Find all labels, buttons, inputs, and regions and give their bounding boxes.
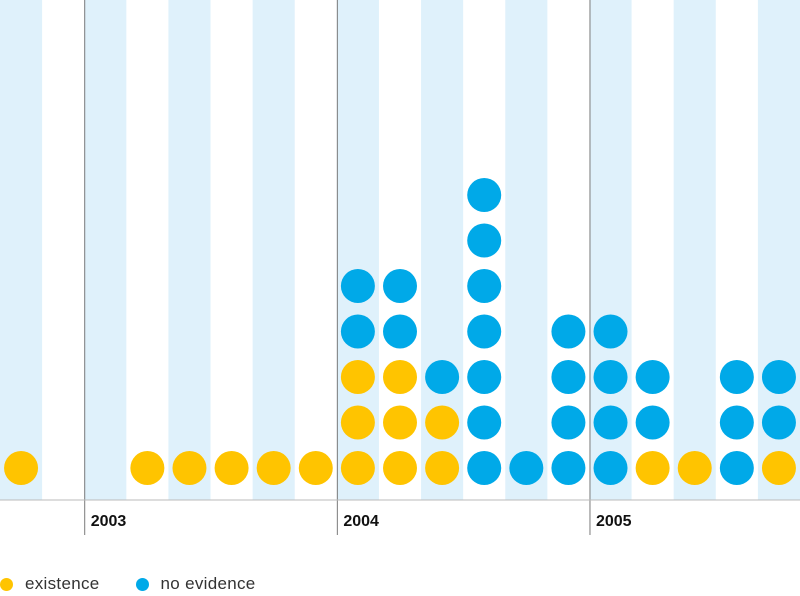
dot-no-evidence — [551, 451, 586, 485]
dot-existence — [340, 451, 375, 485]
dot-no-evidence — [593, 314, 628, 349]
year-label-2003: 2003 — [91, 513, 127, 530]
legend-item-existence: existence — [0, 574, 100, 594]
dot-no-evidence — [340, 269, 375, 303]
dot-existence — [340, 405, 375, 440]
dot-no-evidence — [551, 314, 586, 349]
column-stripe — [505, 0, 548, 500]
dot-existence — [635, 451, 670, 485]
year-label-2005: 2005 — [596, 513, 632, 530]
dot-existence — [761, 451, 796, 485]
legend-label-existence: existence — [25, 574, 100, 593]
column-stripe — [84, 0, 127, 500]
column-stripe — [252, 0, 295, 500]
year-dividers — [84, 0, 591, 535]
dot-no-evidence — [467, 269, 502, 303]
dot-existence — [383, 360, 417, 394]
dot-no-evidence — [593, 451, 628, 485]
dot-no-evidence — [340, 314, 375, 349]
dot-no-evidence — [593, 360, 628, 394]
dot-no-evidence — [425, 360, 460, 394]
dot-no-evidence — [719, 360, 754, 394]
dot-no-evidence — [509, 451, 544, 485]
dot-marks — [4, 178, 796, 485]
dot-no-evidence — [635, 360, 670, 394]
legend-label-no-evidence: no evidence — [160, 574, 256, 593]
dot-existence — [4, 451, 39, 485]
dot-no-evidence — [551, 360, 586, 394]
dot-no-evidence — [467, 223, 502, 258]
dot-no-evidence — [383, 269, 417, 303]
dot-no-evidence — [467, 178, 502, 212]
dot-existence — [425, 451, 460, 485]
dot-no-evidence — [719, 451, 754, 485]
dot-existence — [298, 451, 333, 485]
column-stripe — [0, 0, 43, 500]
dot-no-evidence — [467, 451, 502, 485]
dot-no-evidence — [761, 360, 796, 394]
dot-existence — [130, 451, 165, 485]
dot-chart: 2003 2004 2005 — [0, 0, 800, 535]
dot-existence — [677, 451, 712, 485]
year-labels: 2003 2004 2005 — [91, 513, 632, 530]
dot-existence — [425, 405, 460, 440]
dot-existence — [340, 360, 375, 394]
dot-existence — [214, 451, 249, 485]
dot-no-evidence — [467, 314, 502, 349]
year-label-2004: 2004 — [343, 513, 379, 530]
dot-existence — [172, 451, 207, 485]
dot-no-evidence — [593, 405, 628, 440]
dot-no-evidence — [719, 405, 754, 440]
dot-no-evidence — [467, 405, 502, 440]
legend-item-no-evidence: no evidence — [135, 574, 256, 594]
column-stripe — [168, 0, 211, 500]
legend: existence no evidence — [0, 572, 292, 596]
dot-no-evidence — [551, 405, 586, 440]
legend-swatch-no-evidence — [135, 577, 149, 591]
column-stripe — [673, 0, 716, 500]
dot-existence — [383, 451, 417, 485]
dot-no-evidence — [383, 314, 417, 349]
dot-no-evidence — [635, 405, 670, 440]
dot-existence — [256, 451, 291, 485]
legend-swatch-existence — [0, 577, 13, 591]
dot-existence — [383, 405, 417, 440]
dot-no-evidence — [467, 360, 502, 394]
dot-no-evidence — [761, 405, 796, 440]
